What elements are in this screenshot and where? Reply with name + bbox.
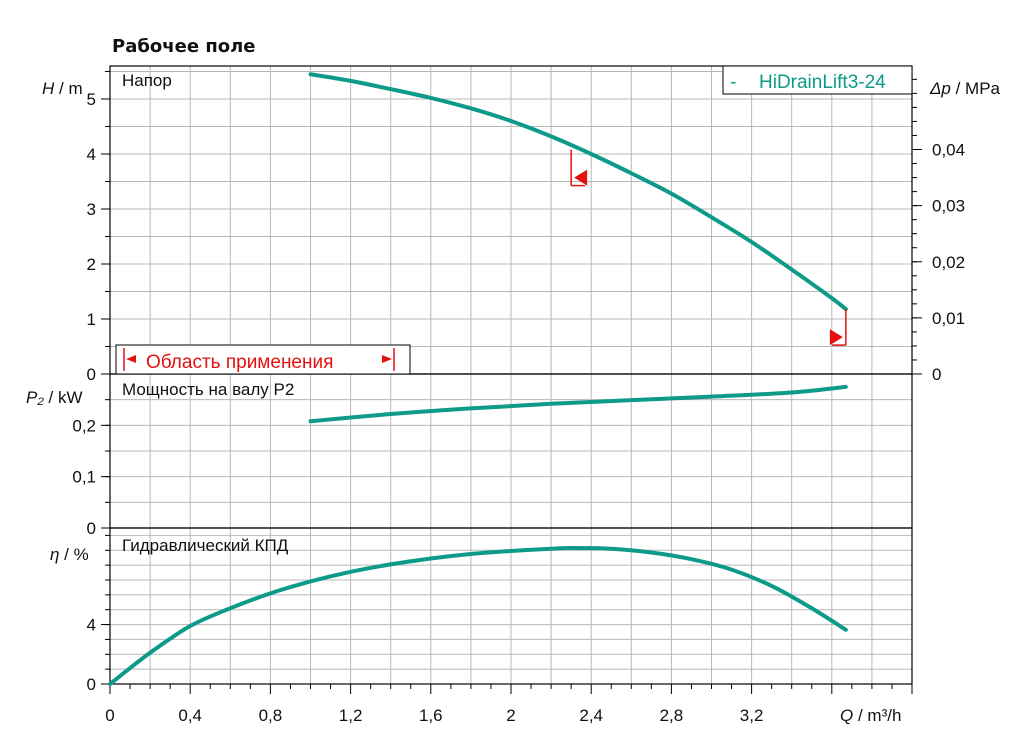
y-tick-label: 4 [87,145,96,164]
y-tick-label: 4 [87,616,96,635]
marker-left-arrow-icon [574,169,588,186]
x-tick-label: 0,4 [178,706,202,725]
eff-ylabel: η / % [50,545,89,564]
y-tick-label: 1 [87,310,96,329]
x-tick-label: 1,6 [419,706,443,725]
y2-tick-label: 0 [932,365,941,384]
range-right-arrow-icon [382,355,392,363]
x-tick-label: 2 [506,706,515,725]
head-y2label: Δp / MPa [929,79,1001,98]
head-panel-label: Напор [122,71,172,90]
panel-frame [109,527,913,685]
x-tick-label: 3,2 [740,706,764,725]
x-tick-label: 1,2 [339,706,363,725]
axis-ticks [101,71,922,694]
power-ylabel: P₂ / kW [26,388,83,407]
power-curve [308,384,848,424]
y2-tick-label: 0,04 [932,141,965,160]
range-box [115,344,411,375]
legend-dash: - [730,72,736,93]
x-tick-label: 2,8 [660,706,684,725]
y-tick-label: 0 [87,519,96,538]
y2-tick-label: 0,03 [932,197,965,216]
head-curve [308,72,848,312]
y-tick-label: 0 [87,365,96,384]
x-tick-label: 0,8 [259,706,283,725]
grid-lines [110,66,912,684]
panel-frames [109,65,913,685]
xlabel: Q / m³/h [840,706,901,725]
legend-label: HiDrainLift3-24 [759,72,886,93]
power-panel-label: Мощность на валу P2 [122,380,294,399]
y-tick-label: 2 [87,255,96,274]
x-tick-label: 2,4 [579,706,603,725]
y-tick-label: 3 [87,200,96,219]
x-tick-label: 0 [105,706,114,725]
marker-right-arrow-icon [829,329,843,346]
head-ylabel: H / m [42,79,83,98]
y-tick-label: 5 [87,90,96,109]
efficiency-curve [108,546,848,686]
legend-box [722,65,913,95]
curves [108,72,848,686]
range-label: Область применения [146,352,333,373]
y-tick-label: 0,1 [72,468,96,487]
y2-tick-label: 0,01 [932,309,965,328]
labels: 0 1 2 3 4 5 0 0,1 0,2 0 4 0 0,01 0,02 0,03 0,04 0 0,4 0,8 1… [72,90,965,725]
y2-tick-label: 0,02 [932,253,965,272]
eff-panel-label: Гидравлический КПД [122,536,289,555]
chart-title: Рабочее поле [112,36,256,57]
range-left-arrow-icon [126,355,136,363]
y-tick-label: 0 [87,675,96,694]
y-tick-label: 0,2 [72,416,96,435]
